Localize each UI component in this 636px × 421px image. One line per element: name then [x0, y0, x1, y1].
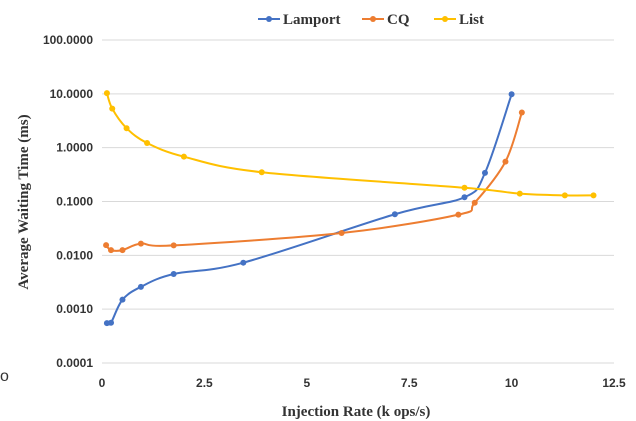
data-point-cq: [518, 109, 525, 116]
data-point-cq: [103, 242, 110, 249]
legend-marker-lamport: [266, 16, 272, 22]
y-axis-title: Average Waiting Time (ms): [16, 114, 32, 289]
data-point-list: [123, 125, 130, 132]
y-tick-label: 0.0001: [56, 356, 93, 370]
legend: Lamport CQ List: [258, 12, 484, 28]
series-line-lamport: [106, 93, 513, 326]
data-point-list: [144, 140, 151, 147]
data-point-list: [561, 192, 568, 199]
x-tick-label: 12.5: [602, 376, 626, 390]
data-point-cq: [502, 158, 509, 165]
y-tick-label: 100.0000: [43, 33, 93, 47]
x-tick-label: 5: [303, 376, 310, 390]
y-tick-label: 0.0010: [56, 302, 93, 316]
series-lamport: [103, 91, 515, 327]
data-point-list: [461, 184, 468, 191]
data-point-cq: [471, 199, 478, 206]
legend-marker-list: [442, 16, 448, 22]
series-line-cq: [105, 112, 523, 252]
data-point-list: [180, 153, 187, 160]
legend-label-lamport: Lamport: [283, 12, 341, 28]
data-point-lamport: [508, 91, 515, 98]
data-point-lamport: [481, 169, 488, 176]
data-point-cq: [455, 211, 462, 218]
data-point-list: [258, 169, 265, 176]
x-tick-label: 7.5: [401, 376, 418, 390]
x-tick-label: 10: [505, 376, 519, 390]
data-point-cq: [170, 242, 177, 249]
y-tick-label: 10.0000: [50, 87, 94, 101]
x-tick-label: 0: [99, 376, 106, 390]
x-axis-title: Injection Rate (k ops/s): [282, 404, 431, 420]
data-point-cq: [137, 240, 144, 247]
axes: 0.00010.00100.01000.10001.000010.0000100…: [43, 33, 626, 390]
stray-text: o: [0, 368, 9, 385]
data-point-cq: [108, 247, 115, 254]
legend-marker-cq: [370, 16, 376, 22]
series-line-list: [105, 92, 594, 197]
series-list: [103, 90, 597, 199]
data-point-lamport: [170, 271, 177, 278]
data-point-list: [516, 190, 523, 197]
data-point-lamport: [108, 319, 115, 326]
x-tick-label: 2.5: [196, 376, 213, 390]
data-point-list: [109, 105, 116, 112]
data-point-cq: [338, 229, 345, 236]
y-tick-label: 1.0000: [56, 141, 93, 155]
data-point-lamport: [240, 259, 247, 266]
legend-label-list: List: [459, 12, 484, 28]
y-tick-label: 0.1000: [56, 195, 93, 209]
data-point-lamport: [137, 283, 144, 290]
data-point-lamport: [461, 194, 468, 201]
data-point-list: [590, 192, 597, 199]
data-point-lamport: [391, 211, 398, 218]
data-point-cq: [119, 247, 126, 254]
series-group: [103, 90, 597, 327]
gridlines: [102, 39, 614, 364]
legend-label-cq: CQ: [387, 12, 410, 28]
y-tick-label: 0.0100: [56, 248, 93, 262]
series-cq: [103, 109, 525, 254]
data-point-list: [103, 90, 110, 97]
data-point-lamport: [119, 296, 126, 303]
